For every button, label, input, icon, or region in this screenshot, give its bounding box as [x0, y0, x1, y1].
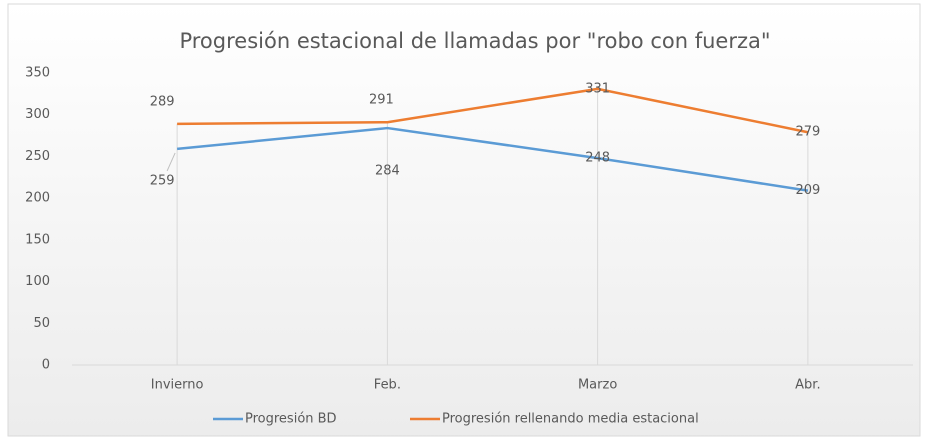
chart-frame — [7, 3, 921, 437]
x-tick-label: Marzo — [578, 378, 617, 393]
data-label: 289 — [150, 94, 175, 109]
data-label: 209 — [795, 183, 820, 198]
data-label: 284 — [375, 164, 400, 179]
y-tick-label: 100 — [25, 274, 50, 289]
y-tick-label: 300 — [25, 107, 50, 122]
y-tick-label: 50 — [33, 316, 50, 331]
x-tick-label: Feb. — [374, 378, 401, 393]
data-label: 248 — [585, 151, 610, 166]
series-line — [177, 126, 809, 192]
legend-label: Progresión rellenando media estacional — [442, 412, 699, 427]
data-label: 331 — [585, 81, 610, 96]
series-line — [177, 87, 809, 134]
data-label: 279 — [795, 125, 820, 140]
legend-label: Progresión BD — [245, 412, 337, 427]
y-tick-label: 200 — [25, 191, 50, 206]
data-label: 259 — [150, 173, 175, 188]
leader-line — [166, 152, 176, 172]
y-tick-label: 250 — [25, 149, 50, 164]
y-tick-label: 0 — [42, 358, 50, 373]
chart-title: Progresión estacional de llamadas por "r… — [179, 29, 770, 53]
x-tick-label: Abr. — [795, 378, 820, 393]
data-label: 291 — [369, 93, 394, 108]
x-tick-label: Invierno — [151, 378, 204, 393]
y-tick-label: 150 — [25, 232, 50, 247]
y-tick-label: 350 — [25, 66, 50, 81]
